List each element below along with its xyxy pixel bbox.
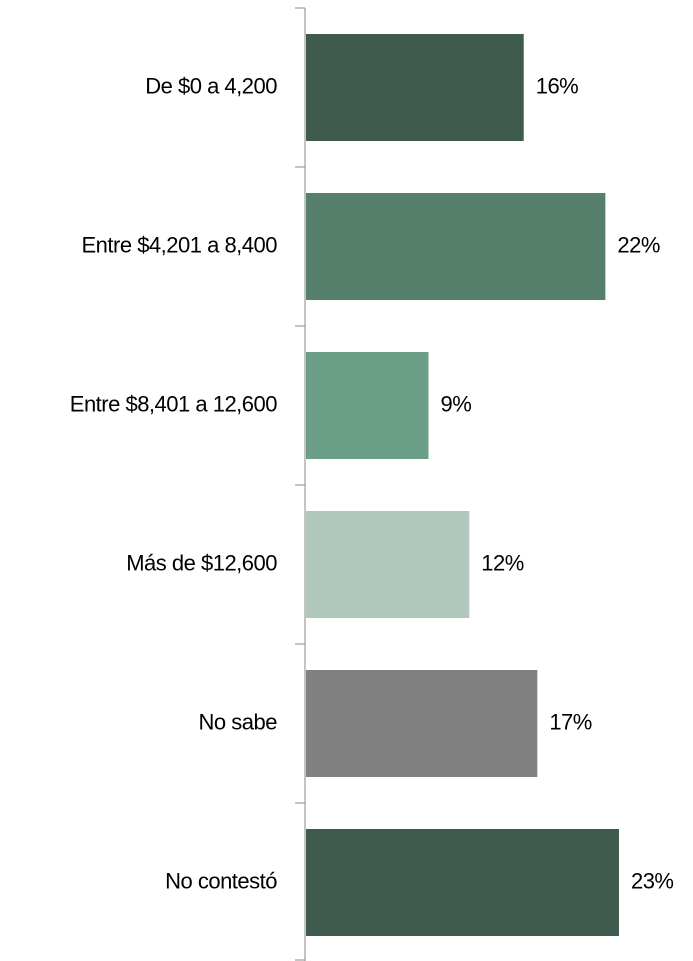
category-label: No sabe	[199, 709, 278, 734]
category-label: Entre $8,401 a 12,600	[70, 391, 277, 416]
category-label: Entre $4,201 a 8,400	[82, 232, 278, 257]
value-label: 9%	[440, 391, 471, 416]
value-label: 12%	[481, 550, 524, 575]
value-label: 16%	[536, 73, 579, 98]
bar	[306, 829, 619, 936]
bar	[306, 511, 470, 618]
value-label: 22%	[617, 232, 660, 257]
value-label: 23%	[631, 868, 674, 893]
bar	[306, 34, 524, 141]
bar	[306, 193, 606, 300]
value-label: 17%	[549, 709, 592, 734]
category-label: De $0 a 4,200	[145, 73, 277, 98]
bar	[306, 352, 429, 459]
category-label: Más de $12,600	[126, 550, 277, 575]
category-label: No contestó	[165, 868, 277, 893]
bar	[306, 670, 538, 777]
